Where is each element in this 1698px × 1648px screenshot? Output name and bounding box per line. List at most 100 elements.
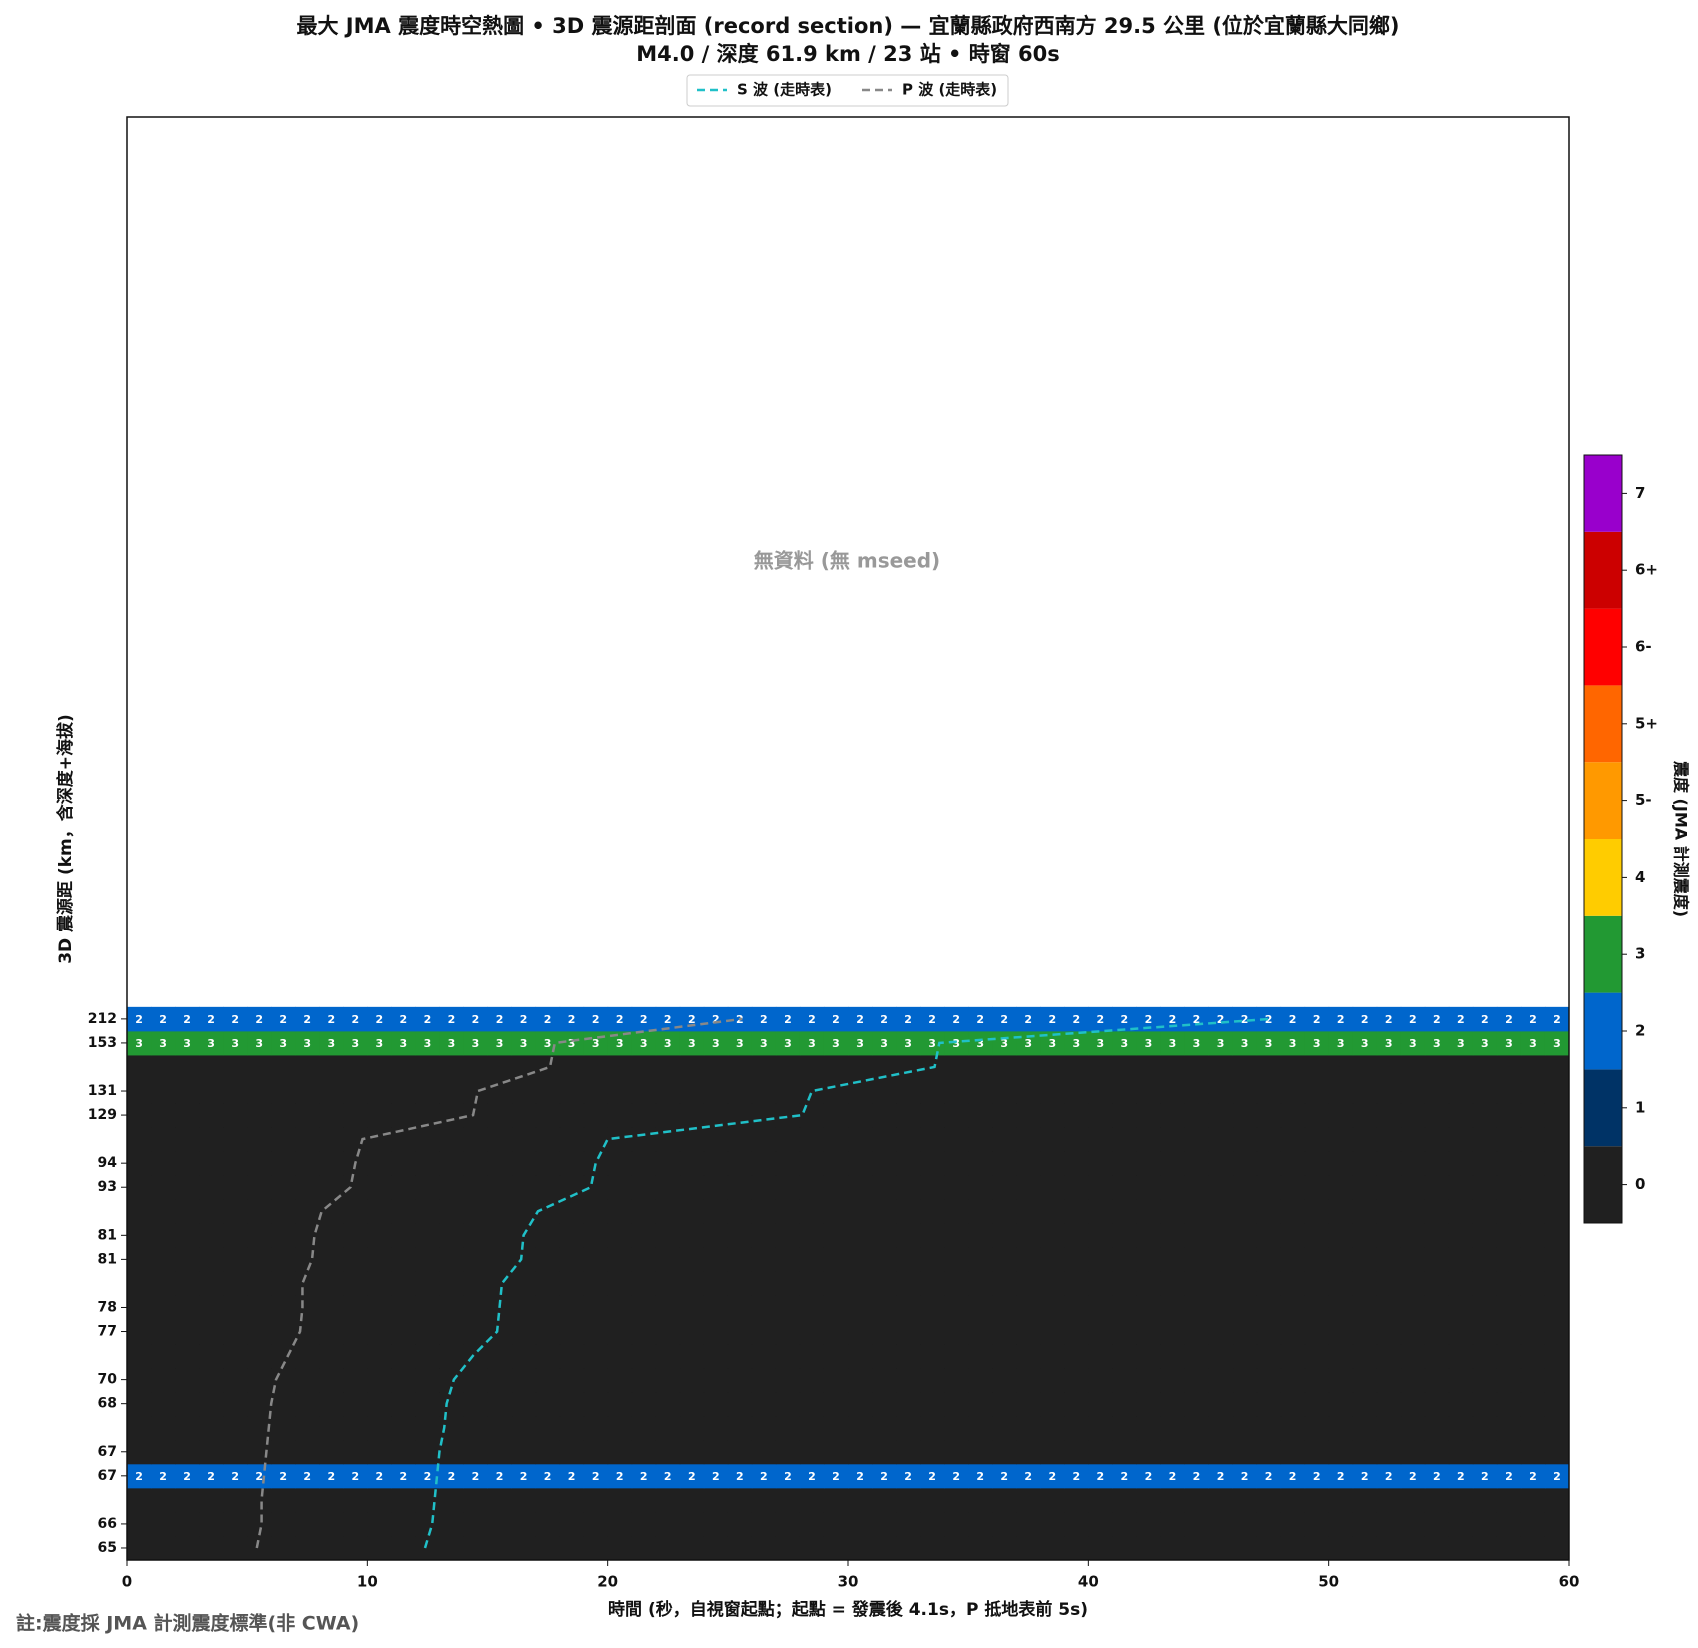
heatmap-cell <box>1016 1151 1041 1176</box>
heatmap-cell <box>1352 1295 1378 1320</box>
heatmap-cell <box>247 1295 272 1320</box>
heatmap-cell <box>391 1175 416 1200</box>
heatmap-cell <box>1280 1367 1306 1393</box>
heatmap-cell <box>799 1054 825 1080</box>
heatmap-cell <box>775 1535 801 1561</box>
heatmap-cell <box>727 1151 753 1176</box>
heatmap-cell <box>1136 1391 1161 1417</box>
heatmap-cell <box>1448 1535 1474 1561</box>
heatmap-cell <box>703 1391 729 1417</box>
heatmap-cell <box>391 1439 416 1465</box>
heatmap-cell <box>1520 1295 1546 1320</box>
heatmap-cell <box>1088 1006 1113 1032</box>
heatmap-cell <box>583 1199 609 1224</box>
cell-label: 2 <box>1000 1013 1008 1026</box>
heatmap-cell <box>1208 1487 1234 1513</box>
heatmap-cell <box>1256 1151 1282 1176</box>
heatmap-cell <box>1472 1511 1498 1537</box>
heatmap-cell <box>607 1199 633 1224</box>
heatmap-cell <box>1544 1463 1570 1489</box>
heatmap-cell <box>1544 1487 1570 1513</box>
heatmap-cell <box>751 1271 777 1296</box>
heatmap-cell <box>1496 1367 1522 1393</box>
heatmap-cell <box>1448 1103 1474 1128</box>
legend-box <box>686 74 1009 107</box>
heatmap-cell <box>511 1415 537 1441</box>
heatmap-cell <box>1352 1175 1378 1200</box>
heatmap-cell <box>1544 1367 1570 1393</box>
cell-label: 3 <box>616 1037 624 1050</box>
heatmap-cell <box>247 1535 272 1561</box>
heatmap-cell <box>607 1223 633 1248</box>
heatmap-cell <box>631 1415 657 1441</box>
heatmap-cell <box>199 1030 224 1056</box>
heatmap-cell <box>151 1319 176 1345</box>
x-tick-label: 30 <box>838 1573 859 1591</box>
heatmap-cell <box>703 1223 729 1248</box>
cell-label: 3 <box>1409 1037 1417 1050</box>
heatmap-cell <box>848 1415 873 1441</box>
heatmap-cell <box>1016 1247 1041 1272</box>
heatmap-cell <box>247 1079 272 1104</box>
heatmap-cell <box>271 1175 296 1200</box>
heatmap-cell <box>1040 1439 1065 1465</box>
heatmap-cell <box>872 1391 897 1417</box>
cell-label: 3 <box>1265 1037 1273 1050</box>
heatmap-cell <box>872 1247 897 1272</box>
heatmap-cell <box>1424 1127 1450 1152</box>
heatmap-cell <box>607 1511 633 1537</box>
cell-label: 3 <box>376 1037 384 1050</box>
heatmap-cell <box>175 1343 200 1369</box>
heatmap-cell <box>1016 1367 1041 1393</box>
heatmap-cell <box>848 1103 873 1128</box>
heatmap-cell <box>799 1367 825 1393</box>
heatmap-cell <box>727 1415 753 1441</box>
heatmap-cell <box>1472 1487 1498 1513</box>
heatmap-cell <box>439 1487 464 1513</box>
cell-label: 2 <box>1097 1470 1105 1483</box>
heatmap-cell <box>1232 1535 1258 1561</box>
heatmap-cell <box>992 1223 1017 1248</box>
heatmap-cell <box>583 1391 609 1417</box>
heatmap-cell <box>1088 1439 1113 1465</box>
heatmap-cell <box>559 1223 585 1248</box>
heatmap-cell <box>968 1463 993 1489</box>
heatmap-cell <box>487 1535 513 1561</box>
heatmap-cell <box>439 1030 464 1056</box>
heatmap-cell <box>1136 1367 1161 1393</box>
heatmap-cell <box>1136 1343 1161 1369</box>
cell-label: 2 <box>351 1013 359 1026</box>
heatmap-cell <box>343 1030 368 1056</box>
heatmap-cell <box>559 1367 585 1393</box>
heatmap-cell <box>703 1247 729 1272</box>
cell-label: 2 <box>544 1470 552 1483</box>
heatmap-cell <box>1208 1415 1234 1441</box>
heatmap-cell <box>775 1367 801 1393</box>
heatmap-cell <box>271 1463 296 1489</box>
heatmap-cell <box>439 1463 464 1489</box>
heatmap-cell <box>1304 1391 1330 1417</box>
cell-label: 3 <box>1313 1037 1321 1050</box>
heatmap-cell <box>343 1103 368 1128</box>
heatmap-cell <box>559 1463 585 1489</box>
heatmap-cell <box>799 1079 825 1104</box>
heatmap-cell <box>727 1439 753 1465</box>
heatmap-cell <box>1064 1511 1089 1537</box>
heatmap-cell <box>631 1295 657 1320</box>
heatmap-cell <box>247 1463 272 1489</box>
heatmap-cell <box>1256 1511 1282 1537</box>
heatmap-cell <box>1376 1103 1402 1128</box>
heatmap-cell <box>703 1006 729 1032</box>
heatmap-cell <box>944 1127 969 1152</box>
heatmap-cell <box>535 1175 561 1200</box>
heatmap-cell <box>463 1030 488 1056</box>
heatmap-cell <box>439 1343 464 1369</box>
heatmap-cell <box>151 1511 176 1537</box>
heatmap-cell <box>799 1223 825 1248</box>
heatmap-cell <box>1304 1367 1330 1393</box>
heatmap-cell <box>1544 1343 1570 1369</box>
cell-label: 3 <box>952 1037 960 1050</box>
heatmap-cell <box>1232 1079 1258 1104</box>
heatmap-cell <box>1400 1127 1426 1152</box>
heatmap-cell <box>751 1030 777 1056</box>
